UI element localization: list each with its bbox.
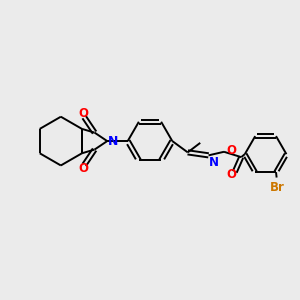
Text: N: N <box>209 156 219 169</box>
Text: O: O <box>227 143 237 157</box>
Text: O: O <box>227 169 237 182</box>
Text: Br: Br <box>270 181 285 194</box>
Text: N: N <box>108 135 119 148</box>
Text: O: O <box>79 162 88 176</box>
Text: O: O <box>79 107 88 120</box>
